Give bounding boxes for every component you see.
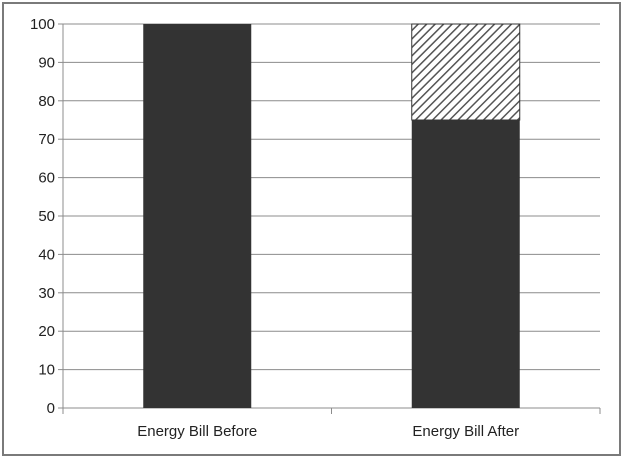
x-category-label: Energy Bill After (412, 423, 519, 440)
x-category-label: Energy Bill Before (137, 423, 257, 440)
y-tick-label: 20 (38, 323, 55, 340)
y-tick-label: 50 (38, 208, 55, 225)
y-tick-label: 10 (38, 362, 55, 379)
bar-segment (143, 24, 252, 408)
y-tick-label: 60 (38, 170, 55, 187)
y-tick-label: 90 (38, 54, 55, 71)
bars (143, 23, 521, 408)
y-tick-label: 70 (38, 131, 55, 148)
y-tick-label: 0 (47, 400, 55, 417)
y-tick-label: 100 (30, 16, 55, 33)
y-tick-label: 80 (38, 93, 55, 110)
tick-labels: 0 10 20 30 40 50 60 70 80 90 100 Energy Bill Before… (30, 16, 519, 440)
y-tick-label: 30 (38, 285, 55, 302)
bar-segment (411, 23, 521, 121)
y-tick-label: 40 (38, 246, 55, 263)
bar-segment (411, 120, 520, 408)
